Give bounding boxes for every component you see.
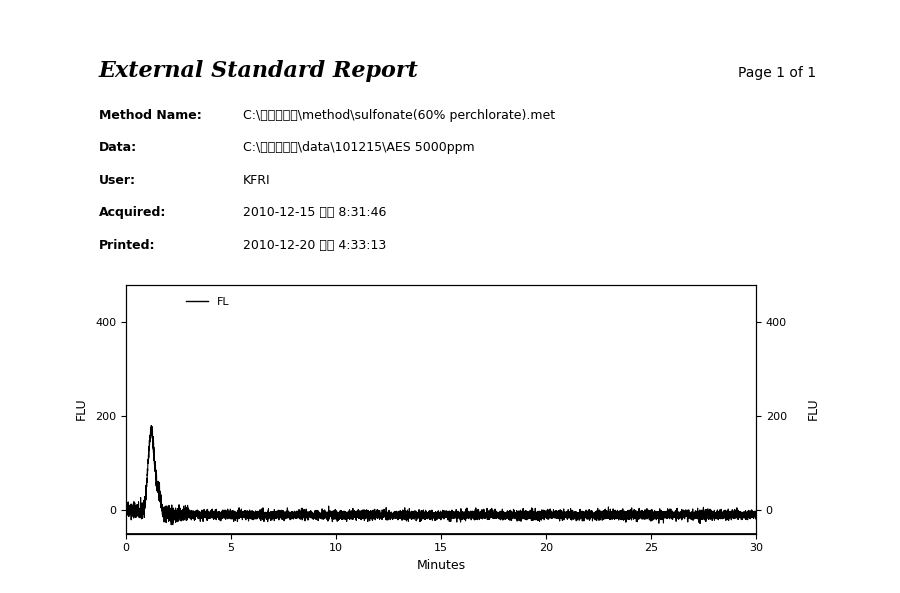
Text: Data:: Data: bbox=[99, 141, 137, 154]
Y-axis label: FLU: FLU bbox=[76, 398, 88, 420]
Line: FL: FL bbox=[126, 425, 756, 525]
Text: Printed:: Printed: bbox=[99, 239, 156, 252]
Text: 2010-12-20 오후 4:33:13: 2010-12-20 오후 4:33:13 bbox=[243, 239, 386, 252]
Text: C:\계면활성제\data\101215\AES 5000ppm: C:\계면활성제\data\101215\AES 5000ppm bbox=[243, 141, 474, 154]
Text: C:\계면활성제\method\sulfonate(60% perchlorate).met: C:\계면활성제\method\sulfonate(60% perchlorat… bbox=[243, 109, 555, 122]
X-axis label: Minutes: Minutes bbox=[417, 559, 465, 572]
FL bbox=[506, 514, 517, 521]
FL bbox=[157, 502, 167, 509]
FL bbox=[289, 509, 300, 517]
FL bbox=[751, 509, 761, 517]
Text: External Standard Report: External Standard Report bbox=[99, 60, 419, 82]
Legend: FL: FL bbox=[181, 293, 234, 311]
Text: User:: User: bbox=[99, 174, 136, 187]
Text: 2010-12-15 오후 8:31:46: 2010-12-15 오후 8:31:46 bbox=[243, 206, 386, 219]
FL bbox=[166, 521, 176, 528]
Text: Acquired:: Acquired: bbox=[99, 206, 166, 219]
FL bbox=[740, 513, 751, 520]
FL bbox=[146, 422, 157, 429]
Y-axis label: FLU: FLU bbox=[806, 398, 819, 420]
Text: Method Name:: Method Name: bbox=[99, 109, 202, 122]
Text: KFRI: KFRI bbox=[243, 174, 271, 187]
Text: Page 1 of 1: Page 1 of 1 bbox=[738, 66, 816, 80]
FL bbox=[618, 510, 629, 517]
FL bbox=[121, 502, 131, 509]
FL bbox=[516, 512, 526, 519]
